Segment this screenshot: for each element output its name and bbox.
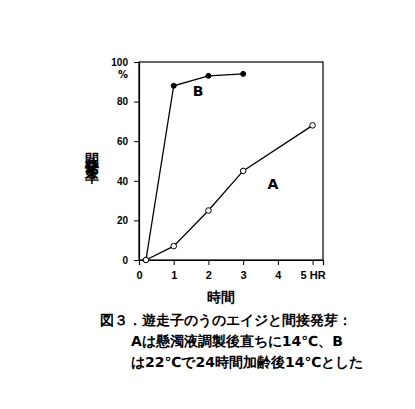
series-label: A <box>267 176 278 192</box>
y-tick-mark <box>134 62 139 63</box>
y-tick: 20 <box>117 215 139 226</box>
x-tick-label: 0 <box>136 269 142 281</box>
x-axis: 0 1 2 3 4 5 HR <box>136 260 325 281</box>
point <box>240 168 246 174</box>
x-tick-label: 4 <box>275 269 282 281</box>
x-tick-label: 1 <box>171 269 177 281</box>
x-tick: 1 <box>171 260 177 281</box>
x-tick: 2 <box>206 260 212 281</box>
x-tick-mark <box>208 260 209 265</box>
point <box>206 208 212 214</box>
y-tick-mark <box>134 260 139 261</box>
y-tick: 0 <box>122 255 139 266</box>
plot-frame <box>139 62 323 260</box>
x-tick: 5 HR <box>301 260 326 281</box>
caption-line: は22℃で24時間加齢後14℃とした <box>131 354 363 370</box>
x-tick-label: 2 <box>206 269 212 281</box>
y-tick-mark <box>134 102 139 103</box>
point <box>143 258 148 263</box>
series-line <box>146 74 243 260</box>
x-tick-mark <box>313 260 314 265</box>
x-tick: 3 <box>241 260 247 281</box>
point <box>310 123 316 129</box>
y-axis: 0 20 40 60 80 100 <box>111 57 139 266</box>
point <box>206 73 211 78</box>
y-tick-label: 60 <box>117 136 129 147</box>
chart: 0 1 2 3 4 5 HR 0 20 40 60 80 100% 時間 間接発芽率 A B 図３．遊走子のうの… <box>0 0 415 409</box>
y-tick-label: 0 <box>122 255 128 266</box>
x-tick-label: 3 <box>241 269 247 281</box>
x-tick-mark <box>278 260 279 265</box>
y-tick: 100 <box>111 57 139 68</box>
point <box>171 83 176 88</box>
y-axis-label: 間接発芽率 <box>84 141 100 184</box>
caption-line: Aは懸濁液調製後直ちに14℃、B <box>131 333 343 349</box>
y-tick-mark <box>134 220 139 221</box>
point <box>143 257 149 263</box>
y-axis-line <box>134 63 140 261</box>
y-unit: % <box>118 69 128 80</box>
x-tick: 0 <box>136 260 142 281</box>
x-axis-label: 時間 <box>207 289 235 305</box>
point <box>171 243 177 249</box>
y-tick-mark <box>134 141 139 142</box>
x-tick-label: 5 HR <box>301 269 326 281</box>
y-tick: 80 <box>117 96 139 107</box>
y-tick-label: 40 <box>117 176 129 187</box>
caption-line: 図３．遊走子のうのエイジと間接発芽： <box>100 312 352 329</box>
series-label: B <box>193 83 204 99</box>
plot-area <box>143 71 315 262</box>
y-tick-label: 20 <box>117 215 129 226</box>
y-tick-label: 80 <box>117 96 129 107</box>
x-tick-mark <box>243 260 244 265</box>
series-line <box>146 125 313 260</box>
x-tick: 4 <box>275 260 282 281</box>
x-axis-line <box>140 261 324 266</box>
y-tick: 60 <box>117 136 139 147</box>
y-tick-label: 100 <box>111 57 128 68</box>
y-tick: 40 <box>117 176 139 187</box>
y-tick-mark <box>134 181 139 182</box>
x-tick-mark <box>174 260 175 265</box>
point <box>241 71 246 76</box>
